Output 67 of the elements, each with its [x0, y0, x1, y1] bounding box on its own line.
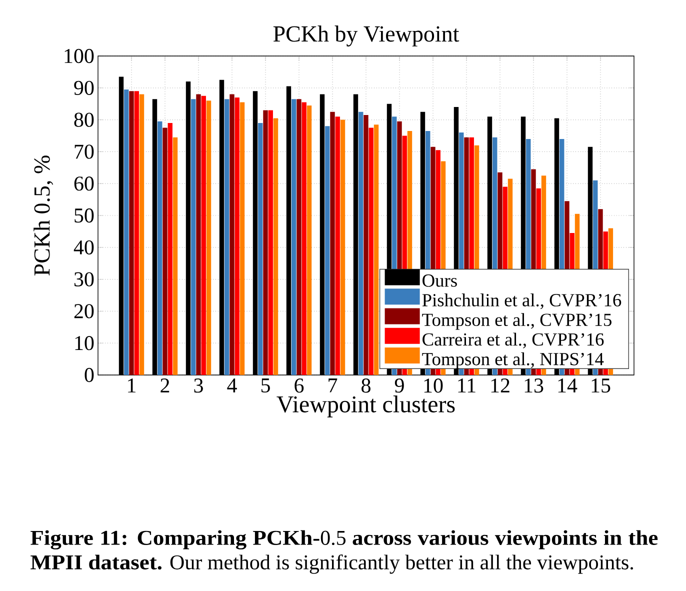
y-tick-label: 80	[74, 112, 94, 127]
legend-label: Pishchulin et al., CVPR’16	[422, 293, 622, 310]
legend-label: Tompson et al., CVPR’15	[422, 313, 612, 330]
bar	[335, 116, 340, 375]
bar	[268, 110, 273, 375]
chart-title: PCKh by Viewpoint	[273, 26, 460, 46]
x-tick-label: 15	[592, 378, 610, 393]
y-tick-label: 0	[84, 368, 94, 382]
y-tick-label: 20	[74, 304, 94, 318]
x-tick-label: 12	[491, 378, 510, 392]
bar	[292, 99, 296, 375]
bar	[172, 137, 178, 375]
bar	[263, 110, 268, 375]
x-tick-label: 2	[160, 378, 170, 392]
bar	[191, 99, 196, 375]
x-tick-label: 1	[128, 378, 136, 392]
bar	[364, 115, 368, 375]
bar	[374, 124, 379, 375]
bar	[139, 94, 144, 375]
legend-label: Carreira et al., CVPR’16	[422, 332, 604, 348]
x-tick-label: 7	[328, 378, 338, 392]
y-tick-label: 100	[64, 48, 94, 64]
bar	[296, 99, 302, 375]
x-tick-label: 5	[261, 378, 270, 392]
bar	[201, 96, 206, 375]
bar	[273, 118, 278, 375]
bar	[340, 120, 346, 375]
y-axis-title: PCKh 0.5, %	[34, 156, 54, 276]
x-tick-label: 11	[458, 378, 476, 392]
x-tick-label: 14	[558, 378, 578, 392]
bar	[230, 94, 234, 375]
bar	[134, 91, 139, 375]
bar	[158, 121, 162, 375]
bar	[330, 112, 335, 375]
bar	[206, 100, 212, 375]
bar	[325, 126, 330, 375]
y-tick-label: 90	[74, 80, 94, 95]
text: Figure 11: Comparing PCKh-0.5 across various viewpoints in the MPII dataset. Our method is significantly better in all the viewpoints.	[30, 530, 658, 574]
bar	[306, 105, 312, 375]
bar	[368, 128, 374, 375]
y-tick-label: 50	[74, 208, 94, 223]
bar	[358, 112, 364, 375]
bar	[240, 102, 245, 375]
bar	[234, 97, 240, 375]
y-tick-label: 60	[74, 176, 94, 191]
bar	[196, 94, 201, 375]
x-tick-label: 4	[227, 378, 237, 392]
legend-label: Tompson et al., NIPS’14	[422, 352, 604, 370]
x-axis-title: Viewpoint clusters	[276, 396, 455, 418]
x-tick-label: 6	[294, 378, 304, 393]
legend-label: Ours	[422, 274, 457, 287]
bar	[224, 99, 230, 375]
y-tick-label: 70	[74, 144, 94, 159]
bar	[129, 91, 134, 375]
y-tick-label: 10	[75, 336, 94, 350]
bar	[168, 122, 172, 375]
bar	[162, 128, 168, 375]
x-tick-label: 10	[424, 378, 443, 393]
bar	[258, 122, 263, 375]
x-tick-label: 9	[394, 378, 404, 393]
y-tick-label: 40	[74, 240, 94, 254]
x-tick-label: 13	[524, 378, 544, 393]
x-tick-label: 8	[362, 378, 370, 393]
x-tick-label: 3	[194, 378, 203, 393]
bar	[124, 89, 129, 375]
bar	[302, 102, 306, 375]
y-tick-label: 30	[74, 272, 94, 286]
